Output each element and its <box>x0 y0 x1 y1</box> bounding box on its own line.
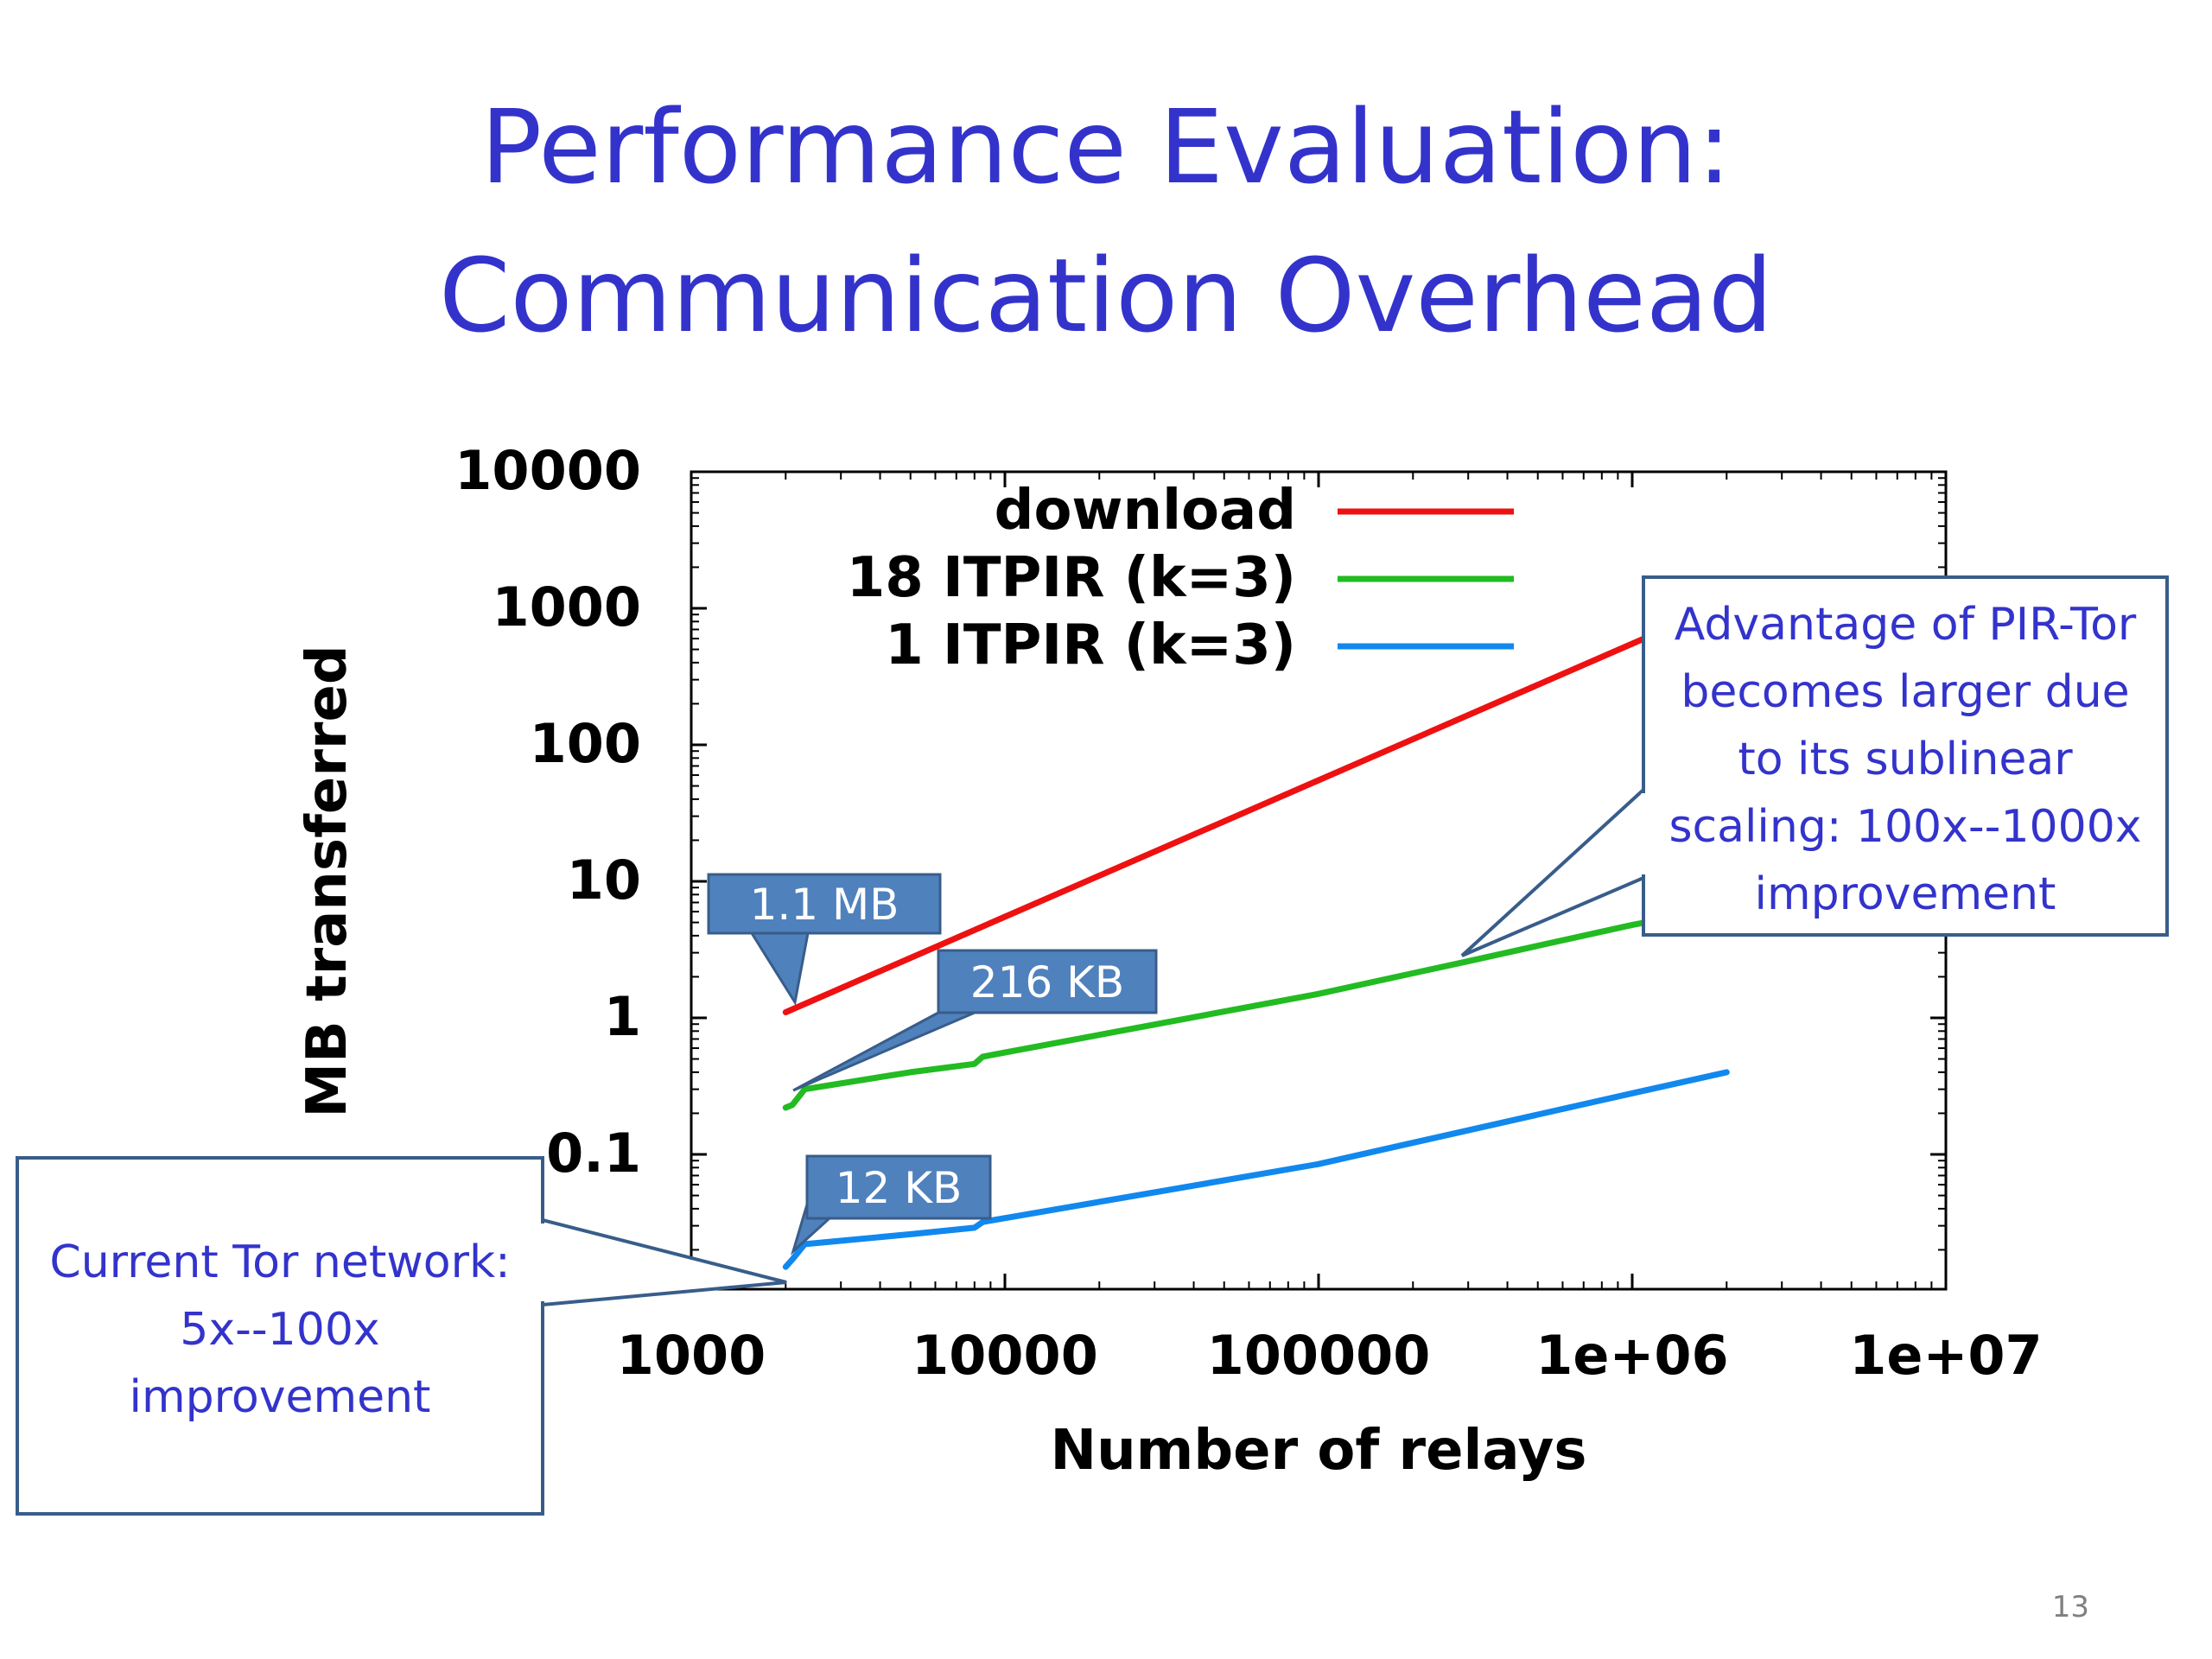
series-line-itpir18 <box>782 904 1730 1111</box>
y-tick-label: 100 <box>530 712 641 775</box>
x-tick-label: 100000 <box>1207 1324 1431 1387</box>
callout-text-a3: 12 KB <box>836 1163 963 1213</box>
x-tick-label: 1000 <box>617 1324 766 1387</box>
pir-tor-callout-line: scaling: 100x--1000x <box>1669 801 2141 853</box>
x-tick-label: 1e+07 <box>1849 1324 2042 1387</box>
title-line-1: Performance Evaluation: <box>480 87 1732 207</box>
callout-box-a1 <box>707 873 942 935</box>
x-tick-label: 1e+06 <box>1535 1324 1728 1387</box>
pir-tor-callout-line: becomes larger due <box>1681 666 2129 718</box>
page-number: 13 <box>2051 1590 2089 1624</box>
y-tick-label: 1000 <box>492 575 641 639</box>
y-tick-label: 1 <box>604 985 641 1048</box>
slide-title: Performance Evaluation: Communication Ov… <box>0 73 2212 370</box>
pir-tor-callout-line: to its sublinear <box>1738 734 2073 785</box>
current-tor-callout-line: 5x--100x <box>180 1304 379 1356</box>
legend-label-itpir18: 18 ITPIR (k=3) <box>847 546 1296 610</box>
series-line-itpir1 <box>782 1069 1730 1270</box>
y-tick-label: 10000 <box>454 439 641 502</box>
callout-box-a3 <box>805 1154 992 1220</box>
current-tor-callout-line: Current Tor network: <box>49 1236 510 1288</box>
y-tick-label: 10 <box>567 849 641 912</box>
current-tor-callout-box <box>16 1156 544 1516</box>
pir-tor-callout-pointer <box>1460 788 1645 957</box>
current-tor-callout-pointer <box>542 1218 787 1306</box>
legend-label-itpir1: 1 ITPIR (k=3) <box>885 613 1296 677</box>
callout-text-a2: 216 KB <box>970 957 1124 1007</box>
callout-box-a2 <box>937 949 1158 1014</box>
x-axis-label: Number of relays <box>1051 1419 1587 1483</box>
current-tor-callout-line: improvement <box>130 1371 431 1423</box>
pir-tor-callout-line: Advantage of PIR-Tor <box>1675 599 2137 651</box>
pir-tor-callout-line: improvement <box>1755 868 2056 920</box>
pir-tor-callout-box <box>1642 575 2169 937</box>
y-axis-label: MB transferred <box>296 645 359 1117</box>
callout-text-a1: 1.1 MB <box>750 880 899 930</box>
legend-label-download: download <box>995 479 1296 543</box>
x-tick-label: 10000 <box>912 1324 1098 1387</box>
y-tick-label: 0.1 <box>546 1122 641 1185</box>
title-line-2: Communication Overhead <box>439 236 1773 355</box>
